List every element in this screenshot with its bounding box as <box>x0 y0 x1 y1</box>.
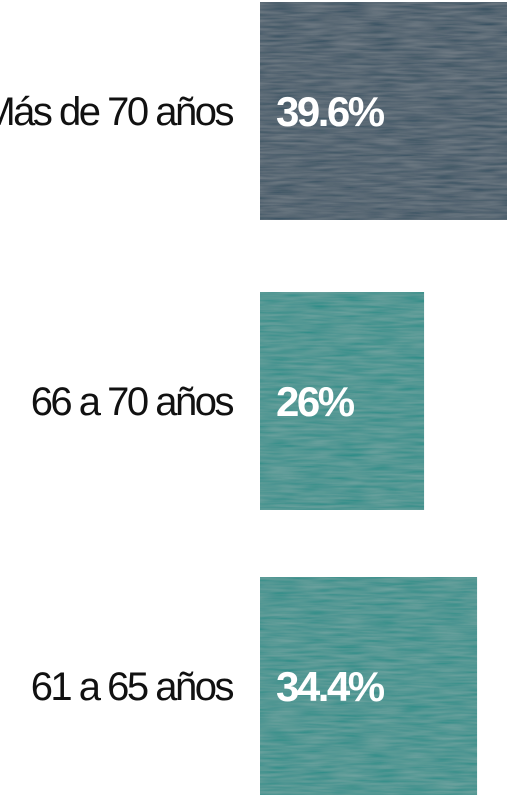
value-label-3: 34.4% <box>276 663 385 710</box>
bars-group <box>260 2 507 795</box>
category-label-3: 61 a 65 años <box>31 665 234 709</box>
category-labels-group: Más de 70 años 66 a 70 años 61 a 65 años <box>0 90 236 709</box>
value-labels-group: 39.6% 26% 34.4% <box>276 88 387 710</box>
category-label-2: 66 a 70 años <box>31 380 234 424</box>
bar-2 <box>260 292 425 510</box>
bar-1 <box>260 2 507 220</box>
bar-3 <box>260 577 478 795</box>
value-label-1: 39.6% <box>276 88 385 135</box>
value-label-2: 26% <box>276 378 355 425</box>
category-label-1: Más de 70 años <box>0 90 233 134</box>
